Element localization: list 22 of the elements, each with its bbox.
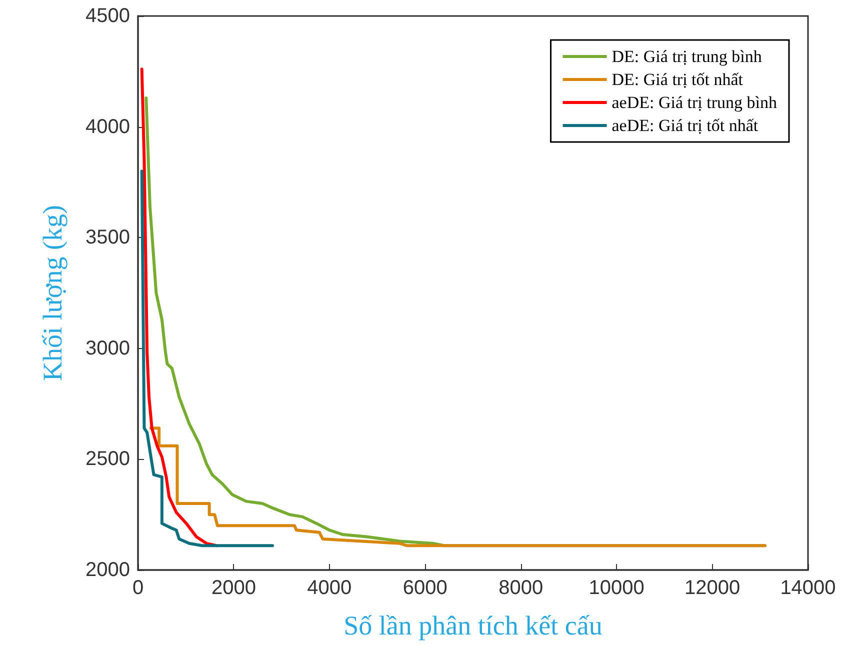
x-tick-label: 8000	[498, 577, 544, 599]
legend-label: aeDE: Giá trị trung bình	[612, 93, 778, 112]
legend-label: aeDE: Giá trị tốt nhất	[612, 116, 758, 135]
y-tick-label: 3500	[86, 226, 130, 249]
y-axis-title: Khối lượng (kg)	[38, 205, 68, 381]
y-tick-label: 3000	[86, 337, 130, 360]
x-tick-label: 14000	[780, 577, 836, 599]
legend-label: DE: Giá trị trung bình	[612, 47, 762, 66]
x-tick-label: 4000	[307, 577, 352, 599]
x-tick-label: 0	[132, 577, 144, 599]
x-tick-label: 6000	[402, 577, 448, 599]
x-tick-label: 10000	[588, 577, 644, 599]
x-axis-title: Số lần phân tích kết cấu	[344, 610, 603, 640]
legend-label: DE: Giá trị tốt nhất	[612, 70, 744, 89]
x-tick-label: 2000	[211, 577, 256, 599]
x-tick-label: 12000	[684, 577, 740, 599]
y-tick-label: 2500	[86, 448, 130, 470]
y-tick-label: 2000	[86, 559, 130, 581]
y-tick-label: 4500	[86, 5, 130, 27]
y-tick-label: 4000	[86, 116, 130, 138]
line-series	[149, 426, 766, 548]
line-series	[140, 170, 274, 548]
